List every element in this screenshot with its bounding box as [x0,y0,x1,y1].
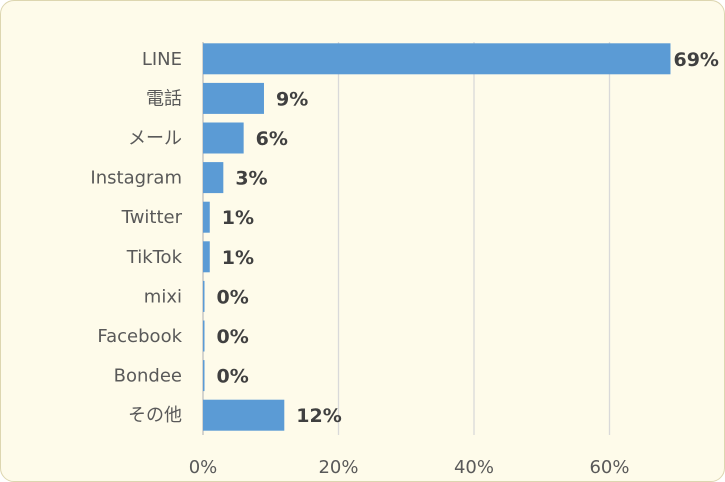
data-label: 6% [256,128,288,150]
bar-2 [203,122,244,154]
data-label: 9% [276,88,308,110]
category-label: 電話 [146,88,182,109]
category-label: Facebook [97,326,182,347]
bars [203,43,671,431]
data-label: 0% [217,286,249,308]
category-label: TikTok [126,247,183,268]
category-label: mixi [144,286,182,307]
data-label: 3% [235,168,267,190]
bar-1 [203,82,264,114]
x-tick-label: 40% [454,457,494,478]
data-label: 1% [222,207,254,229]
category-label: Bondee [114,366,182,387]
bar-5 [203,241,210,273]
category-label: メール [128,128,182,149]
data-label: 69% [673,49,718,71]
bar-8 [203,360,205,392]
data-labels: 69% 9% 6% 3% 1% 1% 0% 0% 0% 12% [217,49,719,427]
category-label: Twitter [121,207,183,228]
bar-4 [203,201,210,233]
x-axis-tick-labels: 0% 20% 40% 60% [189,457,630,478]
bar-6 [203,280,205,312]
data-label: 12% [296,405,341,427]
bar-7 [203,320,205,352]
x-tick-label: 60% [589,457,629,478]
bar-9 [203,399,285,431]
data-label: 1% [222,247,254,269]
x-tick-label: 0% [189,457,218,478]
category-label: LINE [142,49,182,70]
bar-0 [203,43,671,75]
category-label: Instagram [90,168,182,189]
category-label: その他 [128,405,182,426]
x-tick-label: 20% [318,457,358,478]
data-label: 0% [217,326,249,348]
bar-3 [203,162,224,194]
data-label: 0% [217,366,249,388]
